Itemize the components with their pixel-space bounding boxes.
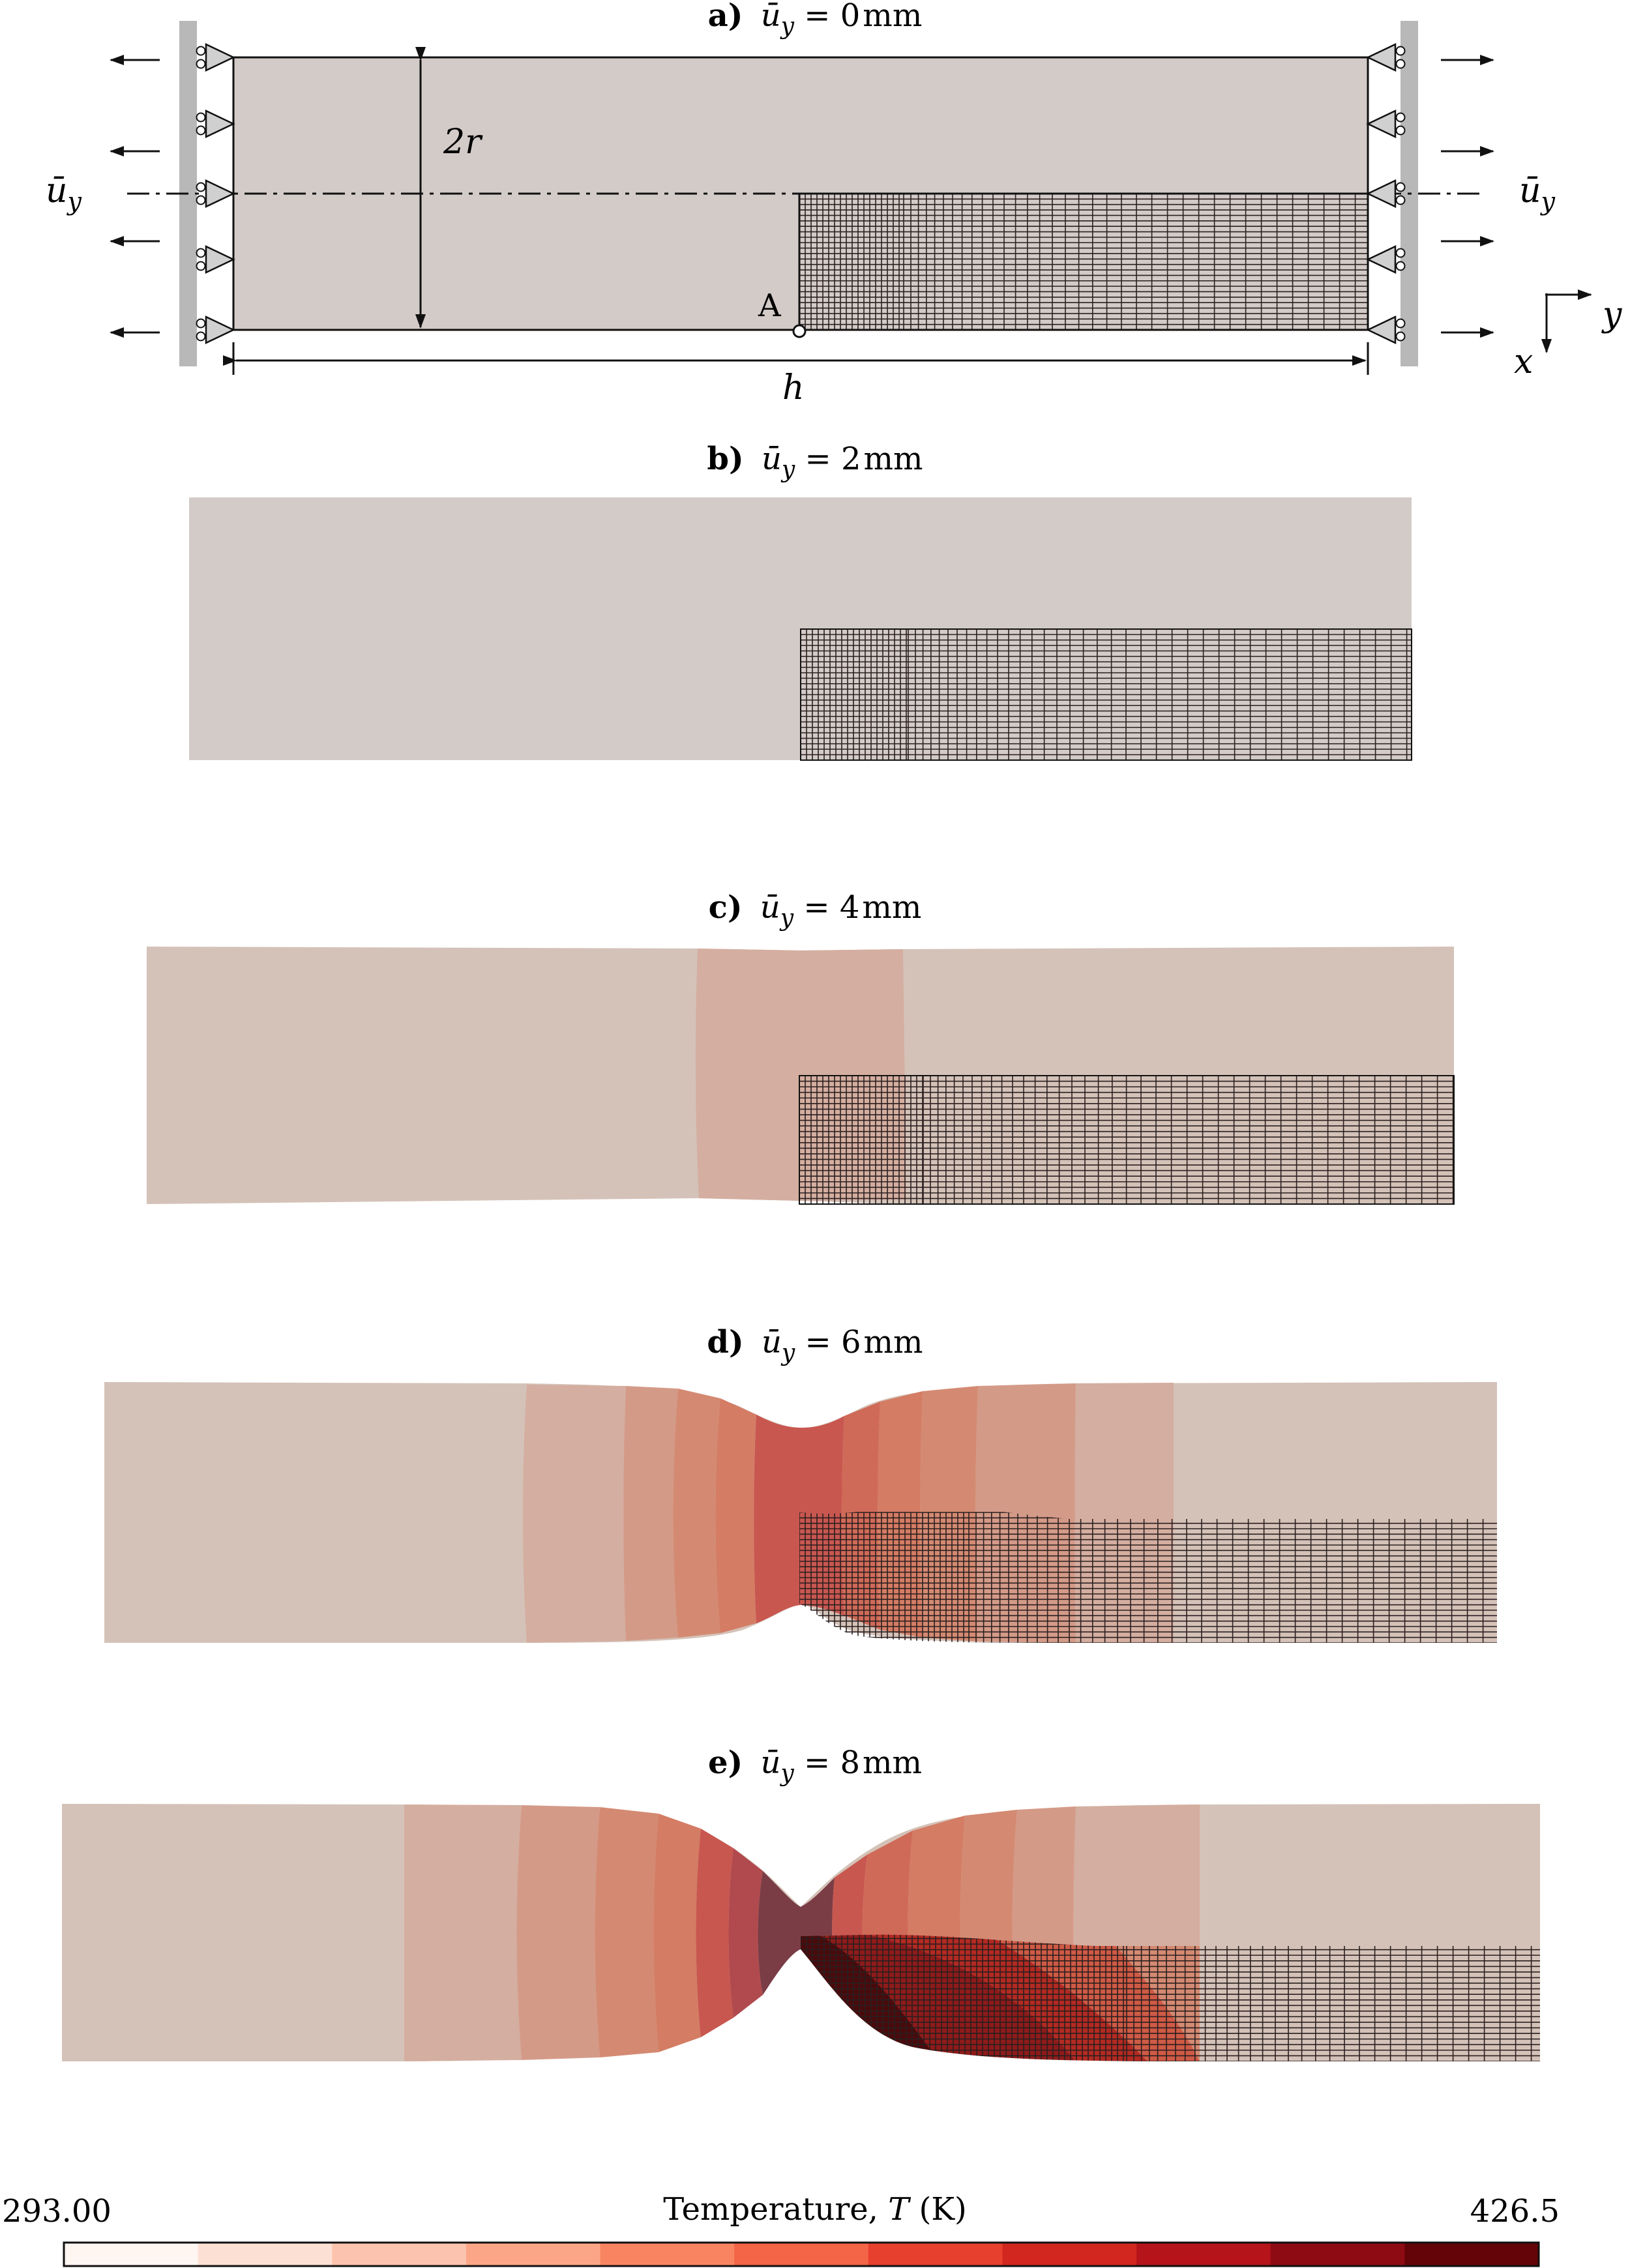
radius-label: 2r (443, 123, 483, 162)
panel-d: d) ūy = 6mm (104, 1324, 1497, 1643)
panel-e: e) ūy = 8mm (62, 1745, 1540, 2061)
colorbar-swatch (198, 2243, 333, 2266)
colorbar-frame (63, 2241, 1540, 2267)
panel-b: b) ūy = 2mm (189, 441, 1412, 761)
panel-c: c) ūy = 4mm (147, 889, 1455, 1205)
colorbar-title: Temperature, T (K) (663, 2191, 967, 2228)
colorbar: 293.00 426.5 Temperature, T (K) (2, 2191, 1560, 2267)
heat-zone-c (695, 949, 906, 1201)
colorbar-swatch (868, 2243, 1003, 2266)
panel-a: a) ūy = 0mm 2r h A (46, 0, 1622, 407)
colorbar-swatch (1136, 2243, 1271, 2266)
panel-d-caption: d) ūy = 6mm (707, 1324, 923, 1368)
colorbar-max-label: 426.5 (1470, 2193, 1560, 2230)
roller-supports (196, 43, 1406, 344)
colorbar-min-label: 293.00 (2, 2193, 111, 2230)
colorbar-swatch (600, 2243, 735, 2266)
coordinate-axes: y x (1514, 289, 1622, 381)
axis-x-label: x (1514, 342, 1533, 381)
load-label-left: ūy (46, 171, 82, 216)
load-arrows (110, 55, 1494, 338)
panel-e-caption: e) ūy = 8mm (708, 1745, 922, 1789)
point-a-label: A (758, 287, 782, 324)
colorbar-swatch (1270, 2243, 1405, 2266)
panel-c-caption: c) ūy = 4mm (709, 889, 922, 934)
panel-b-caption: b) ūy = 2mm (707, 441, 923, 485)
point-a-marker (792, 324, 807, 338)
colorbar-swatches (64, 2243, 1539, 2266)
mesh-region-c (799, 1076, 1454, 1204)
axis-y-label: y (1601, 295, 1622, 334)
length-label: h (782, 368, 805, 407)
colorbar-swatch (734, 2243, 869, 2266)
colorbar-swatch (64, 2243, 199, 2266)
colorbar-swatch (1404, 2243, 1539, 2266)
mesh-region-b (801, 629, 1412, 760)
mesh-region-a (798, 192, 1369, 331)
panel-a-caption: a) ūy = 0mm (708, 0, 923, 42)
colorbar-swatch (1002, 2243, 1137, 2266)
load-label-right: ūy (1519, 171, 1556, 216)
colorbar-swatch (466, 2243, 601, 2266)
mesh-region-e (801, 1934, 1540, 2061)
colorbar-swatch (332, 2243, 467, 2266)
